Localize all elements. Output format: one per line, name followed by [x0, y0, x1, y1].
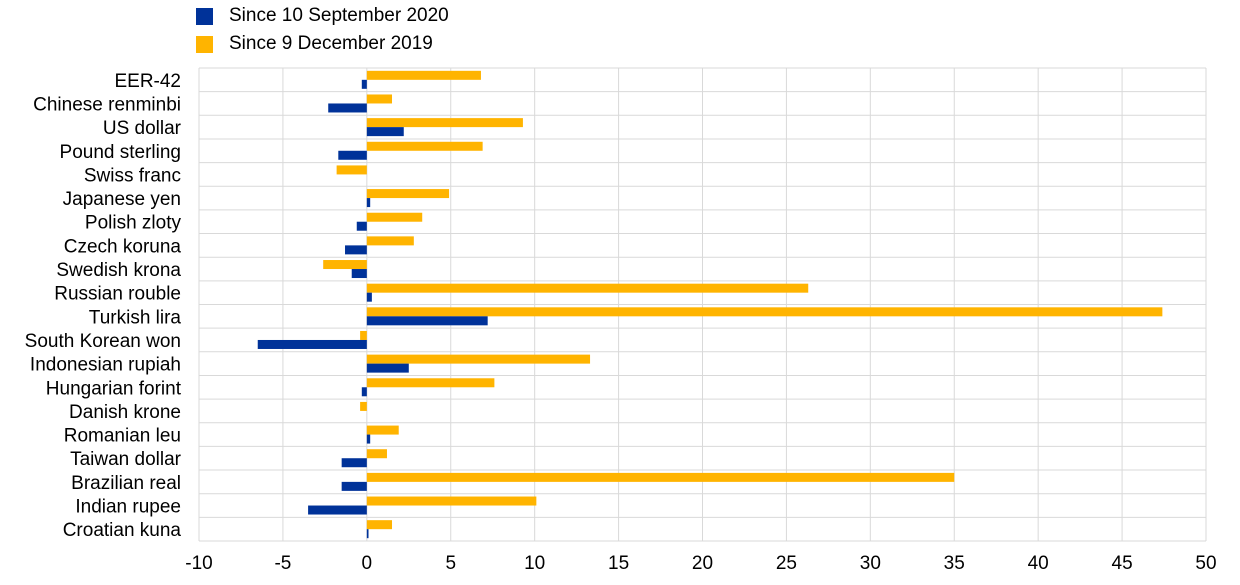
bar-series-a — [366, 292, 372, 302]
bar-series-a — [366, 529, 369, 539]
category-label: EER-42 — [114, 71, 181, 92]
x-tick-label: 5 — [445, 553, 456, 574]
bar-series-a — [366, 127, 404, 137]
bar-series-b — [366, 449, 387, 459]
category-label: Swedish krona — [56, 260, 181, 281]
category-label: Brazilian real — [71, 473, 181, 494]
category-label: Hungarian forint — [46, 378, 182, 399]
legend-swatch-series-a — [196, 7, 213, 25]
category-label: Danish krone — [69, 402, 181, 423]
legend-label-series-b: Since 9 December 2019 — [229, 33, 433, 54]
bar-series-a — [366, 434, 371, 444]
category-label: Romanian leu — [64, 426, 181, 447]
bar-series-a — [308, 505, 367, 515]
bar-series-b — [336, 165, 367, 175]
bar-series-b — [366, 520, 393, 530]
x-tick-label: 30 — [860, 553, 881, 574]
x-tick-label: 50 — [1195, 553, 1216, 574]
legend-label-series-a: Since 10 September 2020 — [229, 5, 449, 26]
bar-series-a — [366, 198, 371, 208]
x-tick-label: 45 — [1112, 553, 1133, 574]
legend-swatch-series-b — [196, 35, 213, 53]
x-tick-label: 35 — [944, 553, 965, 574]
category-label: Indonesian rupiah — [30, 355, 181, 376]
bar-series-a — [366, 316, 488, 326]
bar-series-b — [366, 354, 591, 364]
x-tick-label: 10 — [524, 553, 545, 574]
bar-series-b — [323, 260, 367, 270]
x-tick-label: -5 — [274, 553, 291, 574]
category-label: Czech koruna — [64, 236, 182, 257]
bar-series-b — [366, 212, 423, 222]
category-label: Chinese renminbi — [33, 94, 181, 115]
bar-series-a — [361, 79, 367, 89]
bar-series-b — [366, 236, 414, 246]
category-label: US dollar — [103, 118, 182, 139]
bar-series-b — [366, 307, 1163, 317]
bar-series-b — [366, 425, 399, 435]
category-label: Croatian kuna — [63, 520, 182, 541]
category-label: Swiss franc — [84, 165, 181, 186]
bar-series-b — [360, 330, 367, 340]
bar-series-b — [366, 496, 537, 506]
bar-series-b — [366, 378, 495, 388]
chart-legend: Since 10 September 2020 Since 9 December… — [196, 2, 449, 58]
bar-series-b — [366, 70, 481, 80]
x-tick-label: 40 — [1028, 553, 1049, 574]
category-label: Russian rouble — [54, 284, 181, 305]
bar-series-b — [366, 118, 523, 128]
legend-item-series-a: Since 10 September 2020 — [196, 2, 449, 30]
category-label: Pound sterling — [60, 142, 181, 163]
category-label: Taiwan dollar — [70, 449, 182, 470]
bar-series-a — [328, 103, 367, 113]
category-label: Japanese yen — [63, 189, 181, 210]
bar-series-a — [257, 339, 367, 349]
category-label: Polish zloty — [85, 213, 182, 234]
bar-series-a — [351, 269, 367, 279]
bar-series-a — [341, 481, 367, 491]
bar-series-a — [356, 221, 367, 231]
bar-series-a — [366, 363, 409, 373]
x-tick-label: -10 — [185, 553, 212, 574]
bar-series-a — [361, 387, 367, 397]
bar-series-a — [345, 245, 367, 255]
bar-series-b — [366, 189, 450, 199]
bar-series-a — [341, 458, 367, 468]
x-tick-label: 0 — [362, 553, 373, 574]
bar-series-b — [360, 401, 367, 411]
category-label: Turkish lira — [89, 307, 182, 328]
x-tick-label: 15 — [608, 553, 629, 574]
bar-series-b — [366, 94, 393, 104]
bar-series-a — [338, 150, 367, 160]
bar-series-b — [366, 283, 809, 293]
x-tick-label: 25 — [776, 553, 797, 574]
bar-series-b — [366, 472, 955, 482]
category-label: South Korean won — [25, 331, 181, 352]
category-label: Indian rupee — [75, 497, 181, 518]
legend-item-series-b: Since 9 December 2019 — [196, 30, 449, 58]
bar-series-b — [366, 141, 483, 151]
x-tick-label: 20 — [692, 553, 713, 574]
